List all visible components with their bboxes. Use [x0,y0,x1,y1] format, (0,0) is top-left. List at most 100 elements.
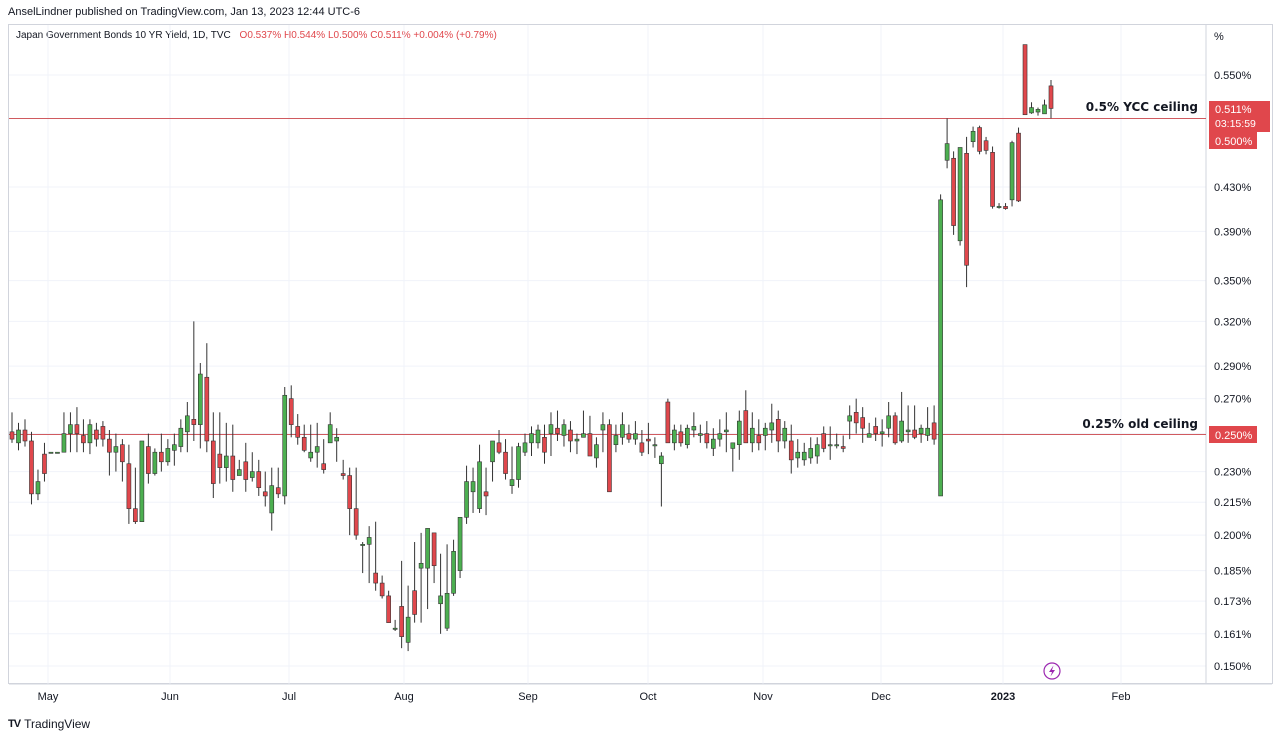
candle-body-down [321,463,327,470]
time-axis[interactable]: May Jun Jul Aug Sep Oct Nov Dec 2023 Feb [38,691,1131,703]
candle-body-up [223,455,229,468]
x-tick-label: Aug [394,691,414,703]
candle-body-down [1022,44,1028,116]
candle-body-up [451,551,456,594]
price-axis[interactable]: 0.550% 0.430% 0.390% 0.350% 0.320% 0.290% 0.27… [1214,70,1252,673]
x-tick-label: Sep [518,691,538,703]
candle-body-up [165,448,171,463]
candle-body-down [1016,132,1021,202]
candle-body-up [769,422,775,431]
candle-body-up [613,435,619,445]
last-price-text: 0.511% [1215,104,1252,116]
change-value: +0.004% (+0.79%) [413,30,497,41]
x-tick-label: Oct [639,691,656,703]
candle-body-up [620,424,625,438]
candle-body-up [925,427,930,436]
candle-body-up [698,433,703,436]
candle-body-up [691,426,697,431]
candle-body-up [392,627,398,630]
candle-body-up [1042,104,1047,115]
candle-body-up [535,429,541,444]
candle-body-up [723,429,729,433]
candle-body-down [503,451,508,474]
candle-body-down [100,426,106,440]
candle-body-down [496,442,502,453]
candle-body-down [678,431,684,444]
candle-body-up [249,471,255,478]
ceiling-badge-bg [1209,132,1257,149]
candle-body-down [191,419,197,425]
candle-body-down [912,429,917,438]
ycc-ceiling-label: 0.5% YCC ceiling [1086,100,1198,114]
candle-body-up [672,429,677,444]
candle-body-down [1003,206,1008,209]
candle-body-down [210,440,216,484]
open-value: O0.537% [239,30,282,41]
close-value: C0.511% [370,30,411,41]
high-value: H0.544% [284,30,326,41]
candle-body-down [9,431,15,440]
y-tick-label: 0.150% [1214,661,1252,673]
candle-body-down [840,446,846,449]
countdown-text: 03:15:59 [1215,118,1256,130]
candle-body-up [866,433,872,438]
candle-body-up [418,562,424,569]
candle-body-up [522,442,528,453]
candle-body-down [568,429,573,442]
flash-icon[interactable] [1043,662,1061,680]
candle-body-down [788,440,794,461]
candle-body-down [347,475,352,509]
candle-body-up [360,544,365,546]
candle-body-up [68,424,73,434]
candle-body-up [652,444,658,447]
candle-body-up [236,469,242,476]
candle-body-down [379,582,385,597]
x-tick-label: Feb [1112,691,1131,703]
candle-body-up [762,427,768,436]
y-tick-label: 0.185% [1214,566,1252,578]
candle-body-down [990,152,995,207]
x-tick-label: Jul [282,691,296,703]
candle-body-up [282,394,288,497]
candle-body-up [314,446,320,453]
candle-body-up [269,485,275,514]
candle-body-up [899,420,904,442]
old-ceiling-label: 0.25% old ceiling [1082,417,1198,431]
candle-body-up [808,448,814,459]
candle-body-down [853,412,859,424]
candle-body-down [120,444,125,463]
candle-body-up [139,440,145,522]
candle-body-up [847,415,853,422]
candle-body-down [256,471,262,488]
ceiling-price-text: 0.500% [1215,136,1253,148]
candle-body-up [600,424,606,431]
tradingview-logo-icon[interactable]: TV [8,718,21,730]
candle-body-down [646,438,651,442]
candle-body-up [938,199,943,497]
publisher-line: AnselLindner published on TradingView.co… [8,6,361,18]
candle-body-down [295,426,301,438]
candle-body-down [373,572,378,584]
tradingview-brand[interactable]: TradingView [24,717,91,731]
candle-body-down [743,410,749,444]
ceiling-price-badge: 0.500% [1209,132,1257,149]
candle-body-down [587,433,593,457]
y-tick-label: 0.173% [1214,596,1252,608]
symbol-title[interactable]: Japan Government Bonds 10 YR Yield, 1D, … [16,30,231,41]
x-tick-label: Dec [871,691,891,703]
price-axis-unit: % [1214,31,1224,43]
candle-body-up [548,424,554,434]
candle-body-up [879,431,885,434]
candle-body-up [736,420,742,445]
candle-body-up [633,433,638,440]
candle-body-up [659,455,664,465]
symbol-legend: Japan Government Bonds 10 YR Yield, 1D, … [16,30,497,41]
candle-body-up [113,446,119,453]
candle-body-up [490,440,495,463]
candle-body-up [178,427,184,447]
grid [9,25,1206,684]
candle-body-up [905,429,911,433]
candle-body-down [964,153,969,266]
candle-body-down [626,433,632,440]
